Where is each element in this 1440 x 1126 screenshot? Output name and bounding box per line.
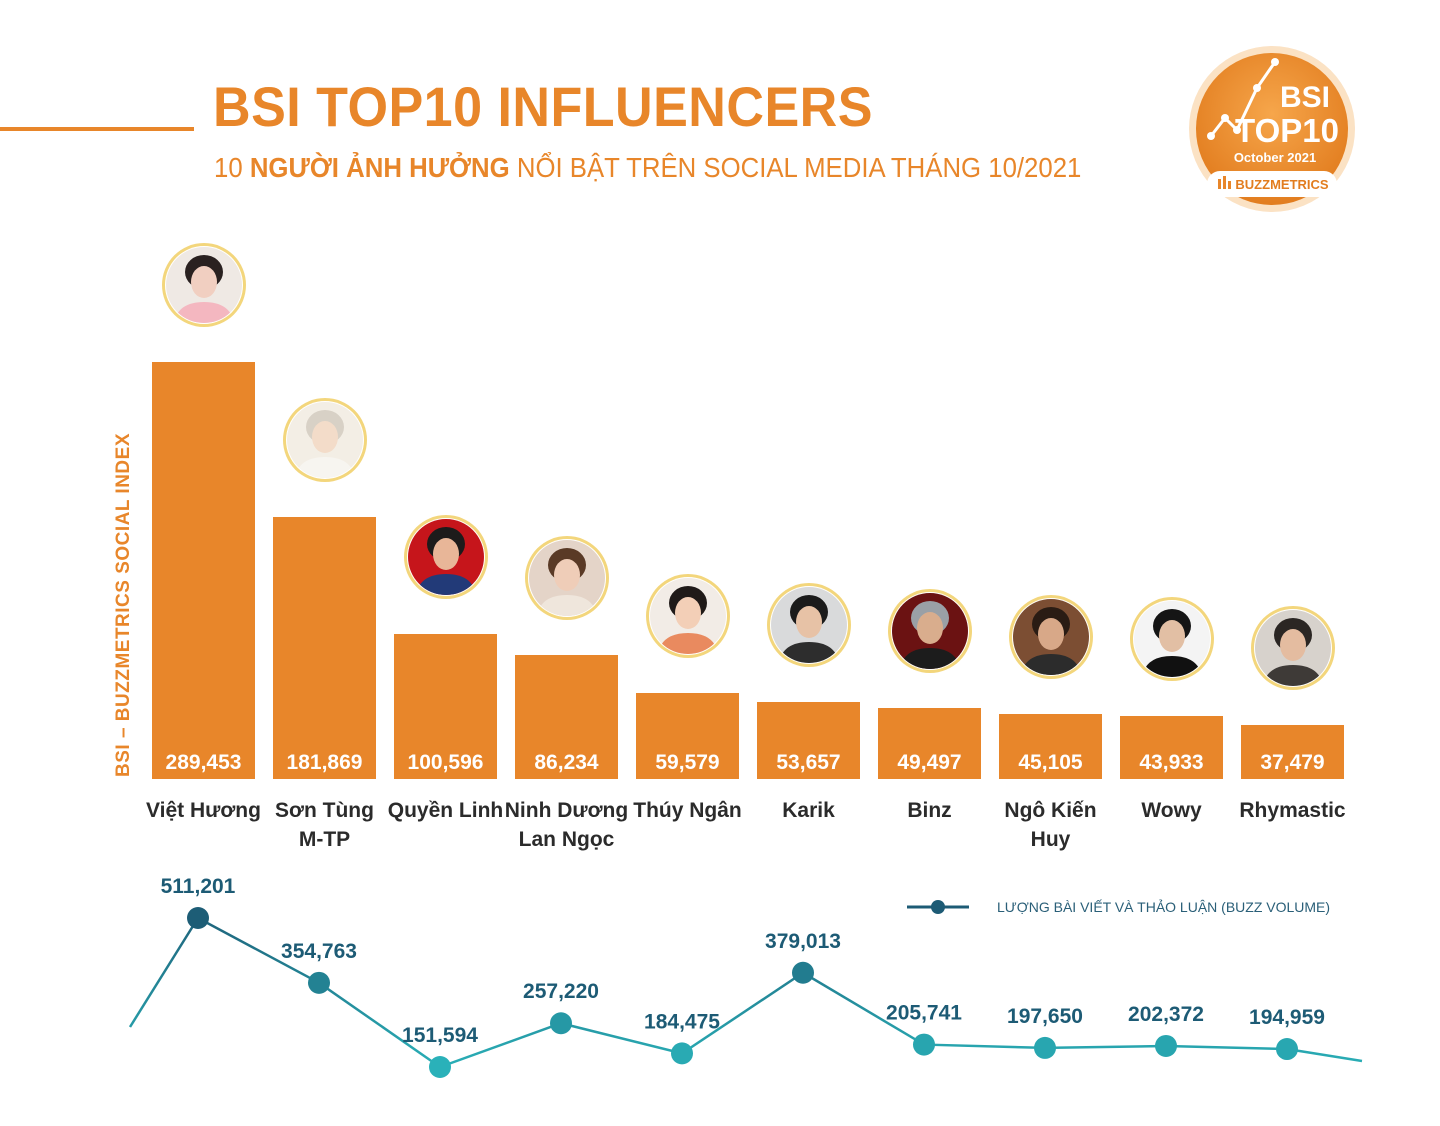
line-value-label: 151,594 — [402, 1024, 478, 1047]
legend-label: LƯỢNG BÀI VIẾT VÀ THẢO LUẬN (BUZZ VOLUME… — [997, 899, 1331, 915]
line-legend: LƯỢNG BÀI VIẾT VÀ THẢO LUẬN (BUZZ VOLUME… — [905, 895, 1330, 919]
bar-value-label: 53,657 — [776, 750, 841, 774]
category-label: Ngô Kiến Huy — [1004, 799, 1097, 851]
chart-subtitle: 10 NGƯỜI ẢNH HƯỞNG NỔI BẬT TRÊN SOCIAL M… — [214, 152, 1081, 184]
y-axis-label: BSI – BUZZMETRICS SOCIAL INDEX — [113, 432, 134, 778]
badge-brand-icon — [1218, 179, 1221, 189]
bar: 86,234 — [515, 654, 618, 779]
header-rule — [0, 127, 194, 131]
avatar — [161, 243, 246, 327]
line-point — [1276, 1038, 1298, 1061]
category-label: Thúy Ngân — [633, 799, 742, 822]
category-label: Sơn Tùng M-TP — [275, 799, 374, 851]
avatar — [645, 574, 730, 659]
bar: 45,105 — [999, 714, 1102, 779]
bar-value-label: 37,479 — [1260, 750, 1325, 774]
bar: 100,596 — [394, 634, 497, 779]
subtitle-prefix: 10 — [214, 152, 250, 183]
bar: 53,657 — [757, 701, 860, 779]
category-label: Wowy — [1141, 799, 1202, 822]
bar-value-label: 43,933 — [1139, 750, 1204, 774]
buzz-volume-line-chart: 511,201 354,763 151,594 257,220 184,475 379,0… — [128, 875, 1363, 1078]
line-point — [1155, 1034, 1177, 1057]
chart-title: BSI TOP10 INFLUENCERS — [213, 75, 873, 138]
bar-value-label: 59,579 — [655, 750, 720, 774]
category-label: Quyền Linh — [387, 799, 504, 822]
line-point — [550, 1012, 572, 1035]
line-value-label: 257,220 — [523, 980, 599, 1003]
bar: 289,453 — [152, 362, 255, 779]
avatar — [282, 397, 367, 482]
line-point — [913, 1033, 935, 1056]
category-label: Việt Hương — [146, 799, 261, 822]
category-label: Ninh Dương Lan Ngọc — [504, 799, 629, 851]
series-line — [128, 916, 1363, 1069]
bar: 43,933 — [1120, 715, 1223, 779]
line-value-label: 205,741 — [886, 1002, 962, 1025]
line-point — [187, 907, 209, 929]
legend-line-icon — [907, 900, 969, 914]
bar: 37,479 — [1241, 725, 1344, 779]
line-point — [1034, 1036, 1056, 1059]
avatar — [1129, 596, 1214, 681]
avatar — [887, 588, 972, 673]
badge-line2: TOP10 — [1235, 112, 1339, 149]
avatar — [766, 582, 851, 667]
bar: 49,497 — [878, 707, 981, 779]
bsi-top10-badge: BSI TOP10 October 2021 BUZZMETRICS — [1189, 46, 1355, 212]
subtitle-bold: NGƯỜI ẢNH HƯỞNG — [249, 152, 510, 183]
bar-value-label: 49,497 — [897, 750, 962, 774]
category-label: Rhymastic — [1239, 799, 1346, 822]
bar-value-label: 45,105 — [1018, 750, 1083, 774]
badge-brand-pill — [1207, 171, 1337, 197]
badge-period: October 2021 — [1234, 150, 1316, 165]
line-point — [429, 1056, 451, 1078]
bar-value-label: 181,869 — [286, 750, 363, 774]
line-value-label: 379,013 — [765, 930, 841, 953]
line-value-label: 194,959 — [1249, 1006, 1325, 1029]
line-point — [671, 1042, 693, 1065]
bar: 59,579 — [636, 693, 739, 779]
avatar — [1250, 606, 1335, 690]
line-point — [308, 971, 330, 994]
bar-value-label: 100,596 — [407, 750, 484, 774]
bar-value-label: 86,234 — [534, 750, 599, 774]
bar: 181,869 — [273, 516, 376, 779]
subtitle-suffix: NỔI BẬT TRÊN SOCIAL MEDIA THÁNG 10/2021 — [509, 152, 1082, 183]
line-point — [792, 961, 814, 984]
avatar — [403, 515, 488, 600]
line-value-label: 354,763 — [281, 940, 357, 963]
avatar — [1008, 595, 1093, 680]
badge-line1: BSI — [1280, 81, 1330, 114]
line-value-label: 184,475 — [644, 1010, 720, 1033]
line-value-label: 511,201 — [161, 875, 236, 898]
category-label: Binz — [907, 799, 952, 822]
bar-value-label: 289,453 — [165, 751, 242, 774]
badge-disc — [1196, 53, 1348, 205]
category-label: Karik — [782, 799, 835, 822]
line-value-label: 202,372 — [1128, 1003, 1204, 1026]
avatar — [524, 535, 609, 620]
line-value-label: 197,650 — [1007, 1005, 1083, 1028]
badge-brand: BUZZMETRICS — [1235, 177, 1328, 192]
